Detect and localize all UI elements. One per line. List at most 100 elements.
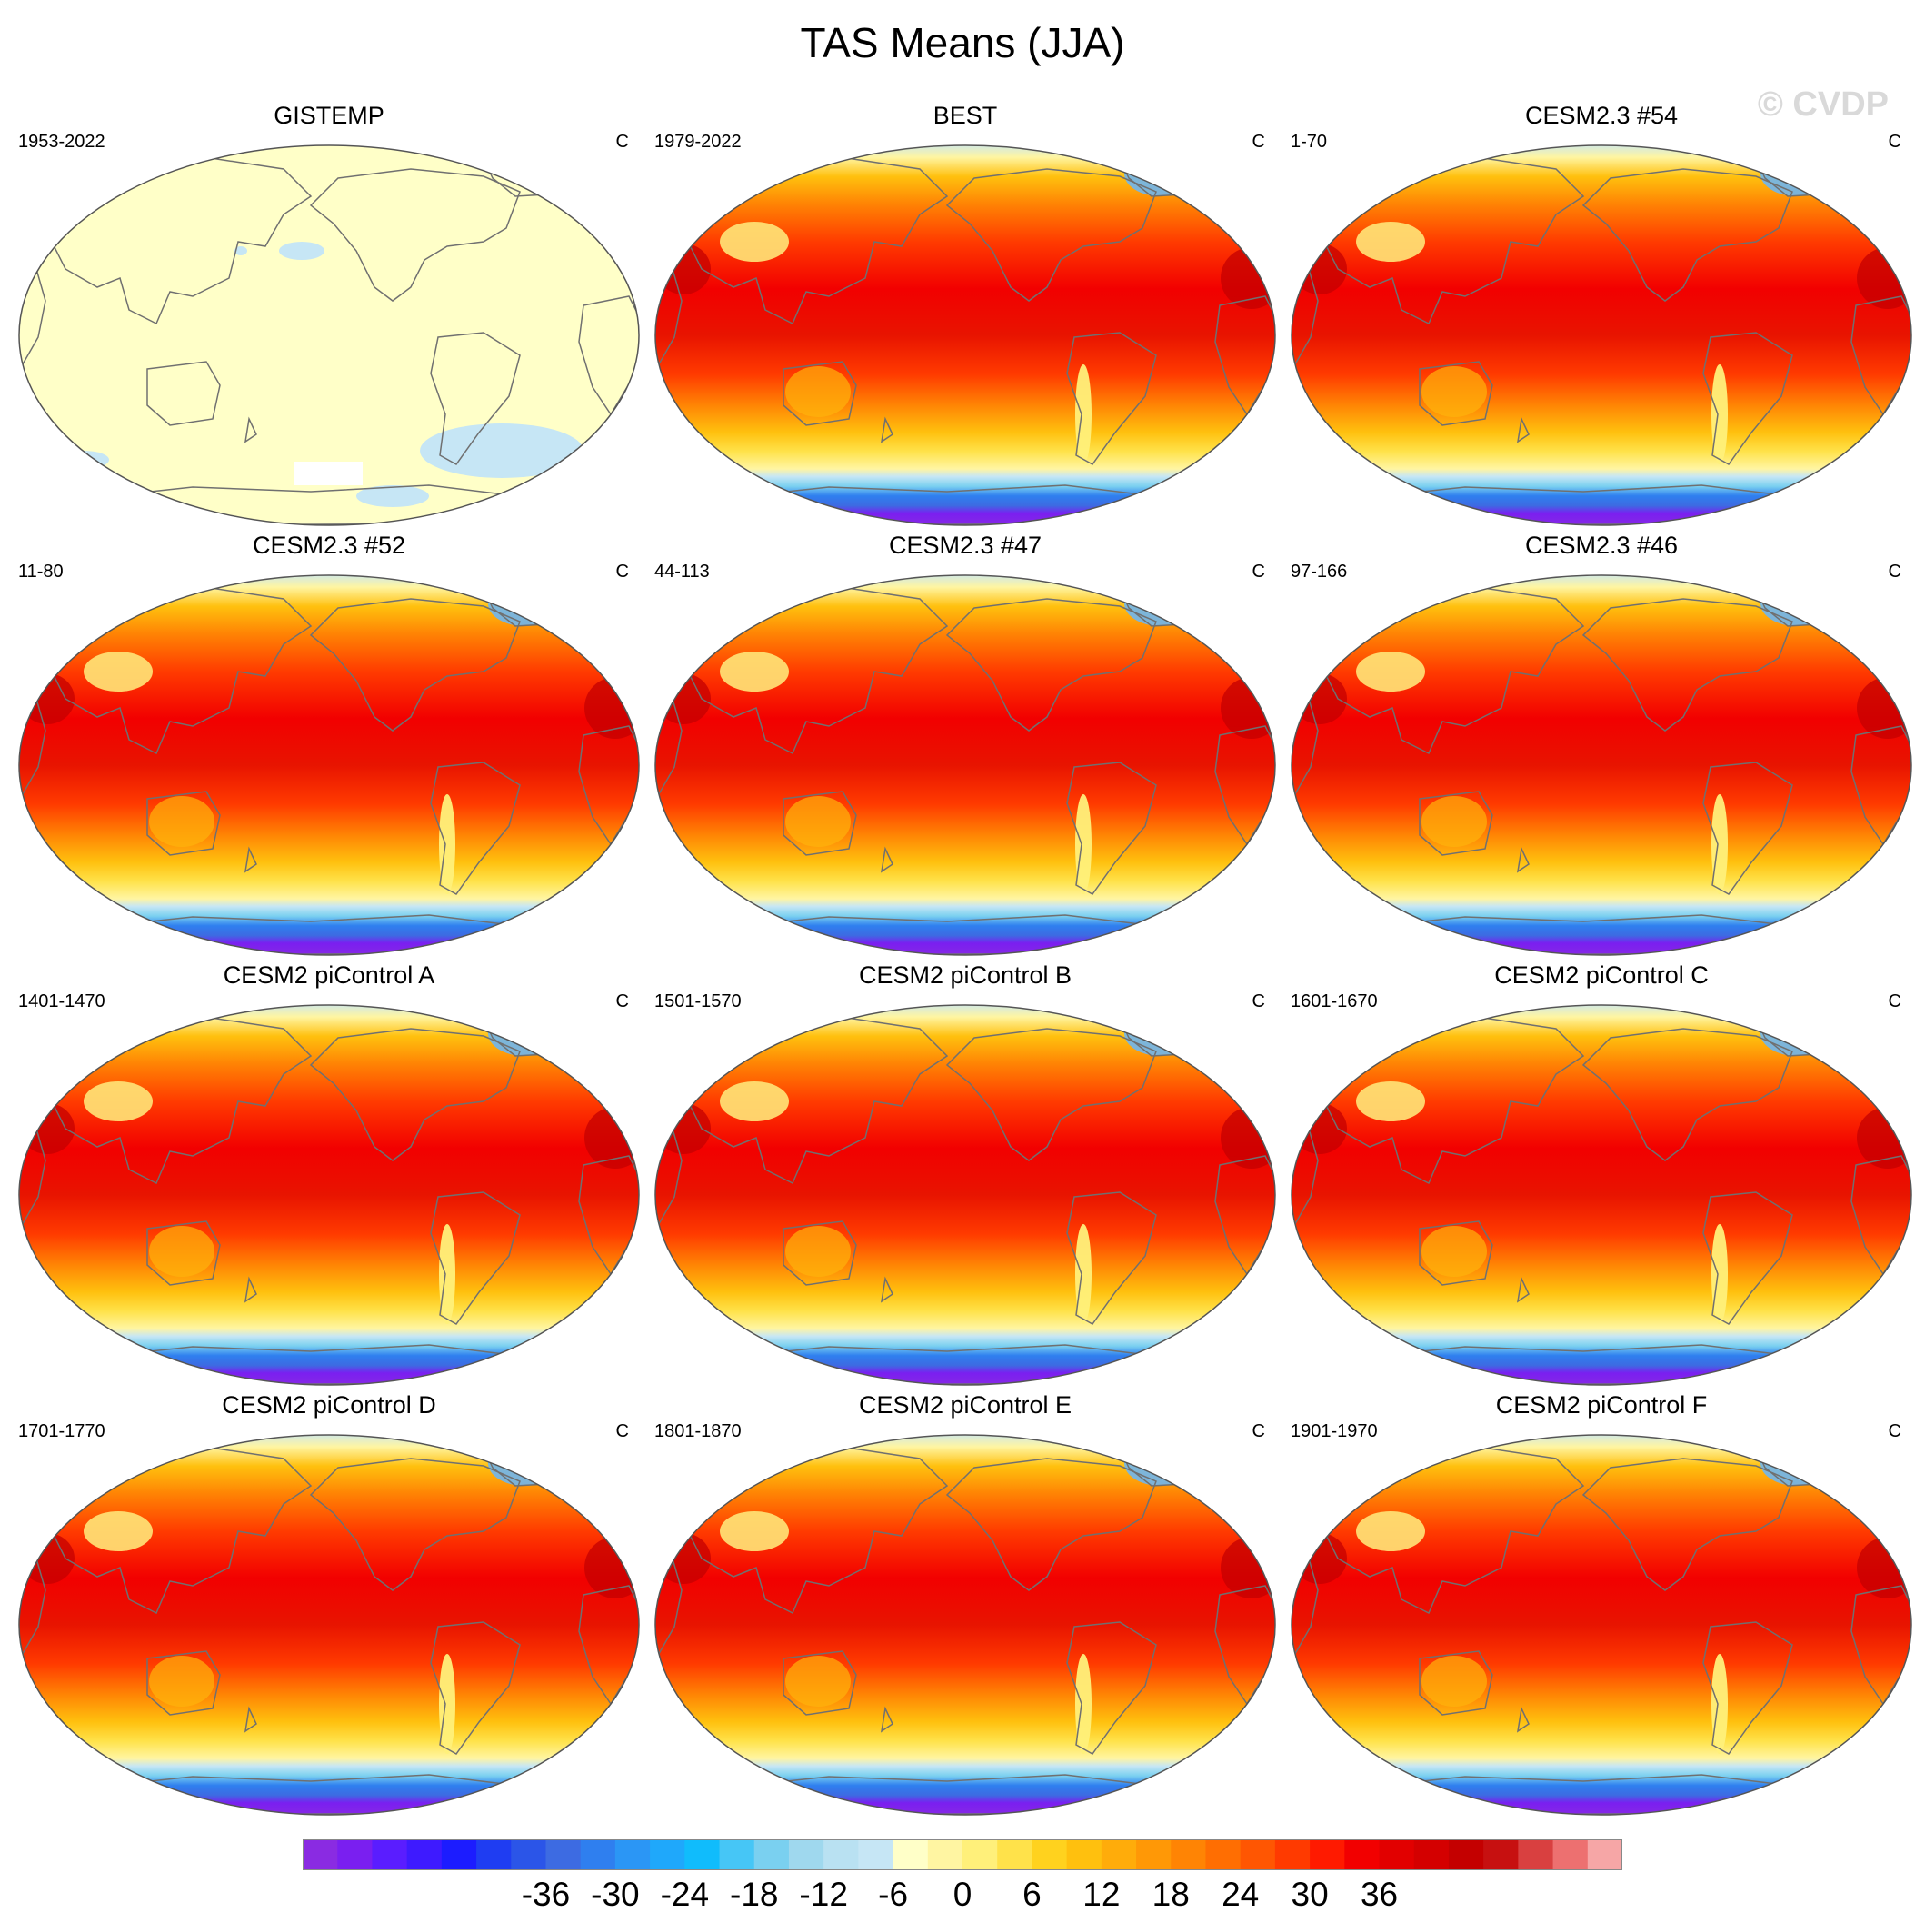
greenland-ice-region	[488, 581, 561, 626]
map-border	[654, 144, 1276, 526]
map-border	[1291, 144, 1912, 526]
coastline-australia	[146, 1650, 221, 1716]
map-panel: BEST 1979-2022 C	[647, 102, 1283, 529]
coastline-europe-east	[1245, 1483, 1275, 1551]
colorbar-swatch	[997, 1839, 1032, 1870]
andes-cool-strip	[1075, 794, 1092, 894]
andes-cool-strip	[1075, 1654, 1092, 1754]
andes-cool-strip	[1711, 1224, 1728, 1324]
robinson-map	[18, 1004, 640, 1386]
panel-title: CESM2 piControl A	[223, 961, 435, 989]
colorbar-frame	[303, 1839, 1622, 1870]
coastline-north-america	[309, 168, 521, 302]
coastline-south-america	[1066, 1191, 1157, 1325]
coastline-australia	[1419, 791, 1493, 856]
colorbar-swatch	[580, 1839, 616, 1870]
map-panel: CESM2 piControl C 1601-1670 C	[1283, 961, 1920, 1389]
colorbar-swatch	[788, 1839, 824, 1870]
andes-cool-strip	[1075, 364, 1092, 464]
coastline-south-america	[1702, 1191, 1793, 1325]
panel-units: C	[1252, 562, 1265, 582]
colorbar-swatch	[1552, 1839, 1589, 1870]
sahara-hot-region	[1221, 677, 1275, 739]
colorbar-swatch	[1274, 1839, 1311, 1870]
map-border	[1291, 1004, 1912, 1386]
panel-title: BEST	[933, 102, 998, 129]
sahara-hot-region	[584, 1537, 639, 1598]
robinson-map	[1291, 1434, 1912, 1816]
tibet-cool-region	[720, 222, 789, 262]
australia-cool-region	[785, 1226, 851, 1277]
robinson-map	[18, 574, 640, 956]
australia-cool-region	[785, 1656, 851, 1707]
colorbar-swatch	[650, 1839, 685, 1870]
panel-title: CESM2.3 #52	[252, 532, 406, 559]
sahara-hot-region	[1857, 247, 1911, 309]
map-panel: CESM2 piControl B 1501-1570 C	[647, 961, 1283, 1389]
sahara-hot-region	[584, 677, 639, 739]
figure-title: TAS Means (JJA)	[800, 19, 1125, 66]
coastline-new-zealand	[244, 1706, 257, 1733]
tibet-cool-region	[84, 1511, 153, 1551]
coastline-eurasia	[37, 157, 313, 325]
coastline-north-america	[309, 1458, 521, 1591]
tibet-cool-region	[720, 1081, 789, 1121]
australia-cool-region	[1421, 366, 1487, 417]
colorbar-swatch	[719, 1839, 755, 1870]
coastline-australia	[1419, 1220, 1493, 1286]
colorbar-swatch	[1240, 1839, 1276, 1870]
coastline-new-zealand	[1516, 1276, 1530, 1303]
andes-cool-strip	[439, 794, 455, 894]
coastline-europe-east	[1245, 623, 1275, 692]
map-border	[1291, 1434, 1912, 1816]
coastline-eurasia	[1310, 1017, 1585, 1185]
colorbar-swatch	[476, 1839, 512, 1870]
coastline-new-zealand	[880, 416, 893, 443]
panel-period: 1701-1770	[18, 1421, 105, 1441]
coastline-new-zealand	[1516, 1706, 1530, 1733]
colorbar-swatch	[1066, 1839, 1102, 1870]
coastline-australia	[783, 1650, 857, 1716]
caspian-cool-spot	[279, 242, 324, 260]
tibet-cool-region	[720, 652, 789, 692]
colorbar-tick-label: -12	[799, 1876, 848, 1913]
sahara-hot-region	[1221, 247, 1275, 309]
tibet-cool-region	[84, 652, 153, 692]
map-panel: CESM2 piControl F 1901-1970 C	[1283, 1391, 1920, 1818]
coastline-south-america	[1702, 1621, 1793, 1755]
sahara-hot-region	[584, 1107, 639, 1169]
coastline-eurasia	[37, 1017, 313, 1185]
panel-units: C	[1888, 991, 1901, 1011]
panel-period: 1901-1970	[1291, 1421, 1378, 1441]
coastline-new-zealand	[1516, 846, 1530, 873]
coastline-australia	[783, 791, 857, 856]
cvdp-watermark: © CVDP	[1757, 85, 1889, 124]
colorbar-swatch	[1448, 1839, 1484, 1870]
map-panel: CESM2 piControl E 1801-1870 C	[647, 1391, 1283, 1818]
greenland-ice-region	[1760, 1011, 1833, 1056]
coastline-australia	[1419, 1650, 1493, 1716]
coastline-europe-east	[609, 623, 639, 692]
coastline-north-america	[945, 598, 1157, 732]
australia-cool-region	[149, 1656, 214, 1707]
colorbar-tick-label: 6	[1022, 1876, 1042, 1913]
coastline-eurasia	[37, 1447, 313, 1615]
coastline-north-america	[309, 598, 521, 732]
colorbar-swatch	[962, 1839, 998, 1870]
colorbar	[303, 1839, 1622, 1870]
map-border	[18, 1434, 640, 1816]
robinson-map	[1291, 144, 1912, 526]
coastline-south-america	[430, 1621, 521, 1755]
colorbar-swatch	[1344, 1839, 1381, 1870]
map-border	[654, 574, 1276, 956]
coastline-new-zealand	[880, 846, 893, 873]
panel-units: C	[615, 1421, 629, 1441]
colorbar-swatch	[1205, 1839, 1242, 1870]
colorbar-tick-label: -18	[729, 1876, 779, 1913]
andes-cool-strip	[1075, 1224, 1092, 1324]
colorbar-swatch	[1171, 1839, 1206, 1870]
coastline-new-zealand	[880, 1276, 893, 1303]
panel-title: CESM2.3 #47	[888, 532, 1042, 559]
panel-units: C	[1888, 562, 1901, 582]
coastline-north-america	[1581, 1028, 1793, 1161]
